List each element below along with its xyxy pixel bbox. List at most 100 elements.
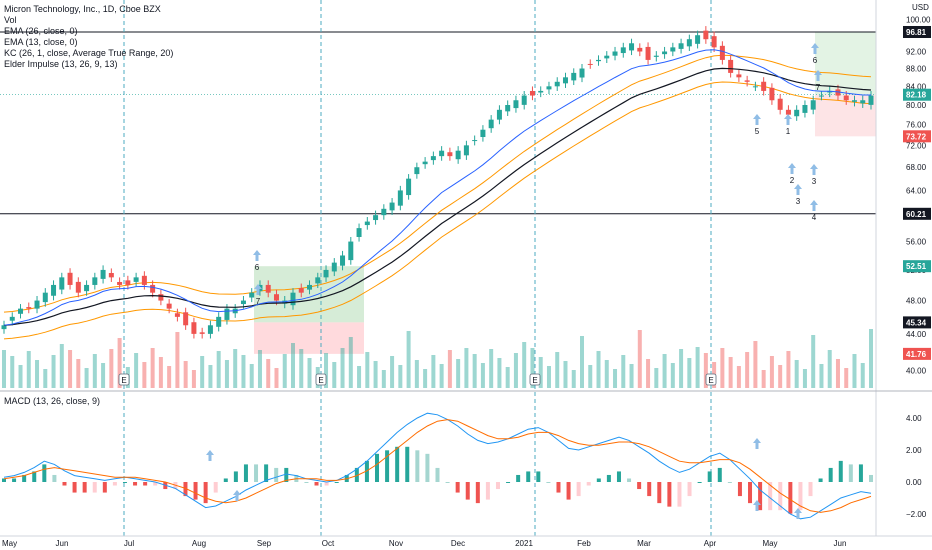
volume-bar bbox=[786, 351, 791, 388]
candle-body bbox=[620, 47, 626, 54]
macd-histogram-bar bbox=[284, 467, 289, 482]
price-tag bbox=[903, 260, 931, 273]
volume-bar bbox=[621, 355, 626, 388]
candle-body bbox=[629, 43, 635, 51]
macd-histogram-bar bbox=[42, 464, 47, 482]
ema13-line bbox=[3, 49, 871, 326]
candle-body bbox=[430, 156, 436, 161]
macd-histogram-bar bbox=[485, 482, 490, 500]
candle-body bbox=[9, 316, 15, 321]
macd-histogram-bar bbox=[465, 482, 470, 500]
candle-body bbox=[298, 288, 304, 293]
wave-arrow-icon bbox=[814, 70, 822, 81]
volume-bar bbox=[555, 352, 560, 388]
candle-body bbox=[785, 109, 791, 115]
volume-bar bbox=[604, 360, 609, 388]
candle-body bbox=[51, 284, 57, 296]
price-tag-label: 73.72 bbox=[906, 132, 927, 141]
date-separators bbox=[123, 0, 712, 536]
legend-ema26: EMA (26, close, 0) bbox=[4, 26, 78, 36]
candle-body bbox=[348, 241, 354, 261]
candle-body bbox=[381, 208, 387, 216]
macd-histogram-bar bbox=[808, 482, 813, 497]
time-tick-label: Nov bbox=[389, 539, 403, 548]
volume-bar bbox=[802, 369, 807, 388]
macd-histogram-bar bbox=[385, 450, 390, 482]
candle-body bbox=[414, 167, 420, 175]
volume-bar bbox=[703, 353, 708, 388]
candle-body bbox=[265, 284, 271, 293]
macd-histogram-bar bbox=[153, 482, 158, 486]
candle-body bbox=[703, 30, 709, 40]
candle-body bbox=[108, 272, 114, 278]
wave-arrow-icon bbox=[794, 184, 802, 195]
loss-zone-1 bbox=[254, 322, 364, 354]
macd-histogram-bar bbox=[32, 471, 37, 482]
legend-title: Micron Technology, Inc., 1D, Cboe BZX bbox=[4, 4, 161, 14]
candle-body bbox=[273, 294, 279, 301]
volume-bar bbox=[406, 331, 411, 388]
macd-histogram-bar bbox=[758, 482, 763, 511]
kc-upper-line bbox=[3, 54, 872, 313]
earnings-label: E bbox=[708, 376, 713, 385]
price-tag-label: 41.76 bbox=[906, 350, 927, 359]
wave-label: 7 bbox=[816, 83, 821, 92]
candle-body bbox=[761, 81, 767, 91]
legend-ema13: EMA (13, close, 0) bbox=[4, 37, 78, 47]
candle-body bbox=[562, 77, 568, 84]
macd-tick-label: 2.00 bbox=[906, 446, 922, 455]
price-tick-label: 64.00 bbox=[906, 186, 927, 195]
volume-bar bbox=[794, 360, 799, 388]
earnings-label: E bbox=[318, 376, 323, 385]
volume-bar bbox=[150, 348, 155, 388]
candle-body bbox=[331, 262, 337, 272]
candle-body bbox=[397, 190, 403, 206]
volume-bar bbox=[398, 365, 403, 388]
candle-body bbox=[612, 51, 618, 56]
earnings-label: E bbox=[121, 376, 126, 385]
time-tick-label: Feb bbox=[577, 539, 591, 548]
macd-legend: MACD (13, 26, close, 9) bbox=[4, 396, 101, 406]
volume-bar bbox=[266, 359, 271, 388]
wave-arrow-icon bbox=[811, 43, 819, 54]
candle-body bbox=[860, 100, 866, 104]
volume-bar bbox=[736, 366, 741, 388]
macd-histogram-bar bbox=[12, 478, 17, 482]
macd-histogram-bar bbox=[546, 482, 551, 483]
candle-body bbox=[736, 74, 742, 78]
candle-body bbox=[521, 95, 527, 105]
volume-bar bbox=[291, 343, 295, 388]
macd-histogram-bar bbox=[405, 446, 410, 482]
price-tick-label: 76.00 bbox=[906, 121, 927, 130]
volume-bar bbox=[101, 363, 106, 388]
macd-line bbox=[3, 412, 872, 520]
macd-histogram-bar bbox=[415, 450, 420, 482]
macd-histogram-bar bbox=[264, 464, 269, 482]
wave-label: 2 bbox=[790, 176, 795, 185]
time-tick-label: May bbox=[762, 539, 777, 548]
candle-body bbox=[472, 140, 478, 142]
candle-body bbox=[340, 255, 346, 266]
macd-histogram-bar bbox=[495, 482, 500, 490]
macd-histogram-bar bbox=[526, 471, 531, 482]
macd-histogram-bar bbox=[364, 460, 369, 482]
signal-line bbox=[3, 419, 872, 513]
candle-body bbox=[678, 43, 684, 49]
volume-bar bbox=[530, 348, 535, 388]
volume-bar bbox=[662, 354, 667, 388]
candle-body bbox=[174, 313, 180, 317]
macd-histogram-bar bbox=[506, 482, 511, 483]
volume-bar bbox=[778, 365, 783, 388]
candle-body bbox=[769, 87, 775, 101]
volume-bar bbox=[860, 363, 865, 388]
candle-body bbox=[695, 35, 701, 44]
candle-body bbox=[34, 300, 40, 309]
candle-body bbox=[141, 275, 147, 285]
volume-bar bbox=[753, 341, 758, 388]
macd-histogram-bar bbox=[143, 482, 148, 486]
candle-body bbox=[868, 95, 874, 105]
volume-bar bbox=[679, 349, 684, 388]
volume-bar bbox=[629, 364, 634, 388]
volume-bar bbox=[538, 357, 543, 388]
volume-bar bbox=[299, 349, 304, 388]
